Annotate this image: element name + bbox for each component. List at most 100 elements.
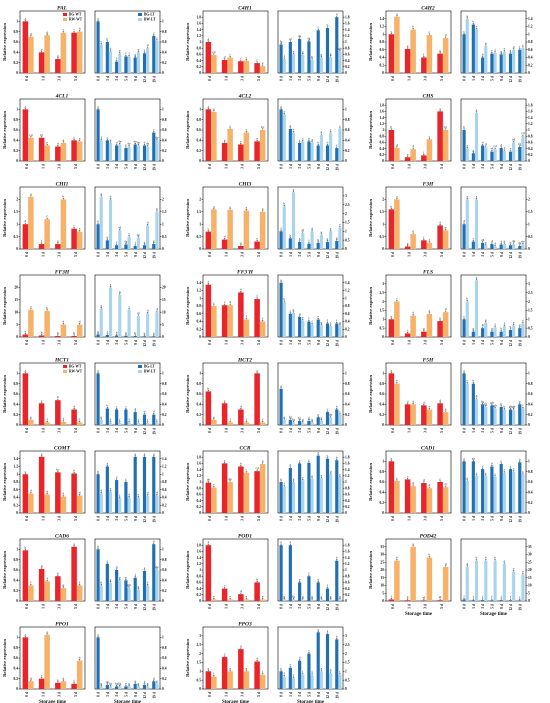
bar-rw-wt <box>28 309 34 337</box>
bar-bw-lt <box>484 45 488 73</box>
y-tick-label: 1.8 <box>197 543 202 547</box>
significance-label: a <box>25 368 27 372</box>
bar-bw-lt <box>301 422 305 425</box>
significance-label: g <box>510 49 512 53</box>
y-tick-label: 0.8 <box>197 486 202 490</box>
significance-label: g <box>500 49 502 53</box>
significance-label: a <box>30 305 32 309</box>
y-tick-label: 1.2 <box>162 465 167 469</box>
significance-label: d <box>429 483 431 487</box>
significance-label: g <box>147 681 149 685</box>
bar-bg-wt <box>38 137 45 161</box>
legend-swatch <box>138 18 142 21</box>
bar-bg-lt <box>316 582 320 601</box>
bar-bg-lt <box>124 409 128 425</box>
significance-label: g <box>491 327 493 331</box>
y-axis-label: Relative expression <box>2 463 7 501</box>
significance-label: a <box>25 632 27 636</box>
significance-label: c <box>63 28 65 32</box>
bar-bg-wt <box>238 61 244 73</box>
bar-bw-lt <box>282 676 286 689</box>
significance-label: a <box>246 206 248 210</box>
bar-bg-lt <box>518 49 522 73</box>
significance-label: e <box>407 152 409 156</box>
significance-label: h <box>144 331 146 335</box>
significance-label: g <box>308 416 310 420</box>
y-tick-label: 5 <box>382 591 384 595</box>
significance-label: d <box>500 143 502 147</box>
bar-bg-lt <box>288 238 292 249</box>
bar-bg-wt <box>205 391 212 425</box>
significance-label: b <box>110 194 112 198</box>
y-tick-label: 0.5 <box>197 678 202 682</box>
significance-label: h <box>41 331 43 335</box>
x-tick-label: 0 d <box>25 164 29 169</box>
y-tick-label: 1 <box>199 480 201 484</box>
y-tick-label: 0 <box>16 687 18 691</box>
bar-bg-wt <box>22 637 29 689</box>
y-tick-label: 0 <box>528 247 530 251</box>
significance-label: b <box>336 556 338 560</box>
significance-label: f <box>312 670 314 674</box>
chart-title: CAD1 <box>421 446 435 452</box>
x-tick-label: 3 d <box>424 604 428 609</box>
bar-bg-wt <box>55 400 61 425</box>
significance-label: gh <box>493 403 497 407</box>
y-tick-label: 0.8 <box>14 382 19 386</box>
bar-rw-wt <box>243 422 250 425</box>
y-tick-label: 1 <box>199 372 201 376</box>
x-tick-label: 12 d <box>326 516 330 523</box>
x-tick-label: 5 d <box>257 692 261 697</box>
significance-label: g <box>407 595 409 599</box>
bar-bw-lt <box>329 599 333 601</box>
x-tick-label: 3 d <box>58 164 62 169</box>
chart-title: HCT2 <box>237 358 252 364</box>
y-tick-label: 0.8 <box>162 480 167 484</box>
x-tick-label: 0 d <box>25 516 29 521</box>
bar-bg-lt <box>462 373 466 425</box>
significance-label: e <box>110 487 112 491</box>
bar-rw-wt <box>426 488 433 513</box>
bar-rw-wt <box>259 66 266 73</box>
y-tick-label: 1.6 <box>197 22 202 26</box>
y-tick-label: 0.6 <box>345 53 350 57</box>
significance-label: e <box>280 666 282 670</box>
y-tick-label: 1 <box>382 372 384 376</box>
significance-label: e <box>510 147 512 151</box>
x-tick-label: 1 d <box>41 252 45 257</box>
bar-bg-wt <box>238 246 244 249</box>
y-tick-label: 3 <box>345 634 347 638</box>
x-tick-label: 12 d <box>143 164 147 171</box>
x-axis-title: Storage time <box>405 612 433 617</box>
x-tick-label: 0 d <box>391 516 395 521</box>
x-tick-label: 1 d <box>106 164 110 169</box>
significance-label: c <box>125 405 127 409</box>
y-tick-label: 0.6 <box>528 48 533 52</box>
significance-label: e <box>25 330 27 334</box>
y-tick-label: 0 <box>382 335 384 339</box>
y-axis-label: Relative expression <box>2 639 7 677</box>
x-tick-label: 0 d <box>97 516 101 521</box>
y-tick-label: 0.2 <box>14 589 19 593</box>
significance-label: ef <box>423 595 427 599</box>
bar-bw-lt <box>291 482 296 513</box>
significance-label: d <box>317 577 319 581</box>
bar-rw-wt <box>410 234 416 249</box>
y-tick-label: 1 <box>345 229 347 233</box>
bar-rw-wt <box>426 35 433 73</box>
bar-bw-lt <box>465 480 469 513</box>
y-tick-label: 0.4 <box>197 403 202 407</box>
x-tick-label: 1 d <box>106 692 110 697</box>
bar-bg-lt <box>335 639 339 689</box>
bar-bw-lt <box>108 582 113 601</box>
significance-label: d <box>128 493 130 497</box>
significance-label: f <box>495 322 497 326</box>
significance-label: f <box>336 318 338 322</box>
significance-label: f <box>504 321 506 325</box>
x-tick-label: 5 d <box>308 252 312 257</box>
x-tick-label: 5 d <box>308 692 312 697</box>
significance-label: h <box>317 238 319 242</box>
